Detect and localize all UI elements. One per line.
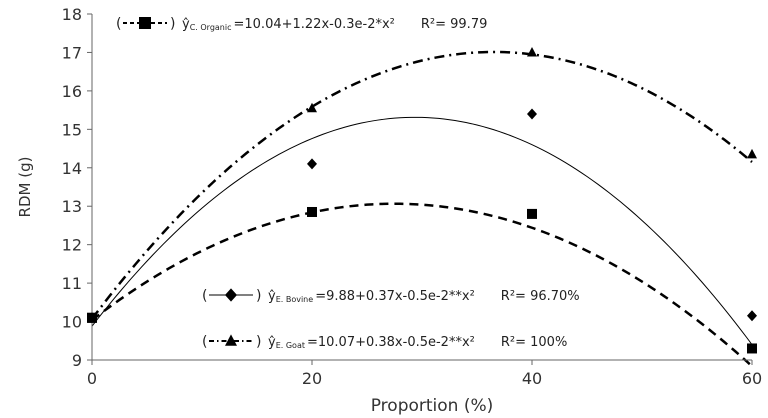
legend-equation: ŷC. Organic =10.04+1.22x-0.3e-2*x² <box>182 17 395 32</box>
x-tick-label: 0 <box>87 369 97 388</box>
data-point-organic <box>307 206 317 217</box>
x-tick-label: 60 <box>742 369 762 388</box>
legend-formula: =10.04+1.22x-0.3e-2*x² <box>234 17 395 32</box>
y-tick-label: 10 <box>62 313 82 332</box>
y-tick-label: 12 <box>62 236 82 255</box>
legend-r-squared: R²= 100% <box>501 335 567 350</box>
x-tick-label: 20 <box>302 369 322 388</box>
legend-open-paren: ( <box>116 16 121 32</box>
y-tick-label: 13 <box>62 197 82 216</box>
y-tick-label: 11 <box>62 274 82 293</box>
legend-close-paren: ) <box>170 16 175 32</box>
legend-organic: () ŷC. Organic =10.04+1.22x-0.3e-2*x² R²= 9… <box>116 16 487 32</box>
legend-r-squared: R²= 96.70% <box>501 289 580 304</box>
data-point-goat <box>527 46 537 57</box>
legend-subscript: C. Organic <box>190 23 232 32</box>
y-tick-label: 18 <box>62 5 82 24</box>
legend-marker-bovine <box>225 288 237 302</box>
data-point-goat <box>747 148 757 159</box>
legend-subscript: E. Goat <box>276 341 305 350</box>
y-tick-label: 15 <box>62 120 82 139</box>
legend-marker-organic <box>139 17 151 29</box>
legend-r-squared: R²= 99.79 <box>421 17 488 32</box>
data-points <box>87 46 757 354</box>
axes: 9 10 11 12 13 14 15 16 17 18 0 20 40 60 <box>62 5 763 388</box>
legend-yhat: ŷ <box>268 289 276 304</box>
fit-curves <box>91 50 753 368</box>
y-axis-label: RDM (g) <box>16 157 34 218</box>
y-tick-label: 14 <box>62 159 82 178</box>
y-tick-label: 9 <box>72 351 82 370</box>
y-tick-label: 16 <box>62 82 82 101</box>
legend-close-paren: ) <box>256 334 261 350</box>
data-point-organic <box>527 208 537 219</box>
legend-equation: ŷE. Bovine =9.88+0.37x-0.5e-2**x² <box>268 289 475 304</box>
legend-subscript: E. Bovine <box>276 295 314 304</box>
legend-formula: =10.07+0.38x-0.5e-2**x² <box>307 335 475 350</box>
legend-marker-goat <box>225 334 237 346</box>
legend-bovine: () ŷE. Bovine =9.88+0.37x-0.5e-2**x² R²= 96… <box>202 288 580 304</box>
legend-formula: =9.88+0.37x-0.5e-2**x² <box>315 289 475 304</box>
legend-goat: () ŷE. Goat =10.07+0.38x-0.5e-2**x² R²= 100… <box>202 334 567 350</box>
legend-yhat: ŷ <box>268 335 276 350</box>
x-tick-label: 40 <box>522 369 542 388</box>
data-point-bovine <box>527 108 537 120</box>
data-point-goat <box>307 102 317 113</box>
fit-curve-bovine <box>91 116 753 345</box>
fit-curve-organic <box>91 202 753 368</box>
fit-curve-goat <box>91 50 753 320</box>
legend-close-paren: ) <box>256 288 261 304</box>
data-point-organic <box>747 343 757 354</box>
legend-equation: ŷE. Goat =10.07+0.38x-0.5e-2**x² <box>268 335 475 350</box>
legend-open-paren: ( <box>202 288 207 304</box>
data-point-bovine <box>747 310 757 322</box>
legend-open-paren: ( <box>202 334 207 350</box>
legend-yhat: ŷ <box>182 17 190 32</box>
y-tick-label: 17 <box>62 43 82 62</box>
data-point-goat <box>87 313 97 323</box>
equation-legends: () ŷC. Organic =10.04+1.22x-0.3e-2*x² R²= 9… <box>116 16 580 350</box>
data-point-bovine <box>307 158 317 170</box>
axis-labels: Proportion (%) RDM (g) <box>16 157 493 416</box>
x-axis-label: Proportion (%) <box>371 396 494 416</box>
